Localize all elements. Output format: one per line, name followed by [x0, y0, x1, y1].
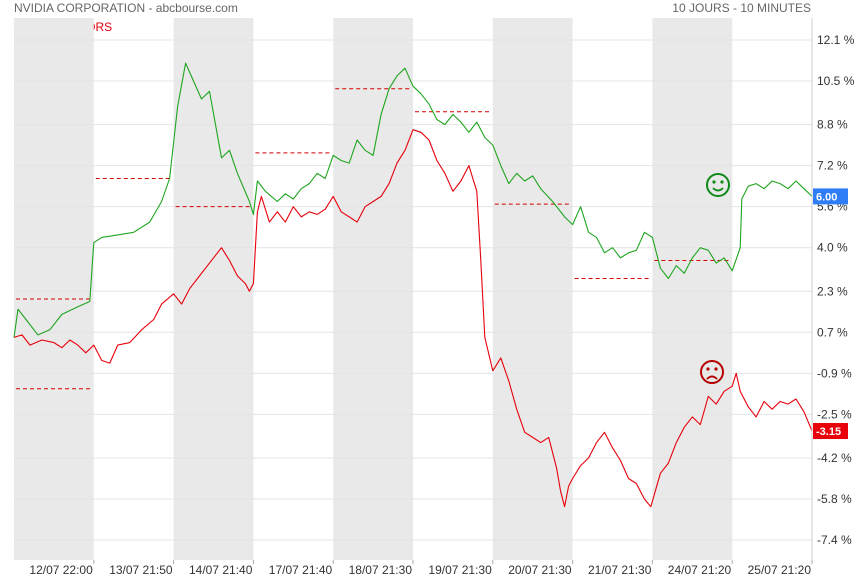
frown-icon	[700, 360, 724, 384]
x-tick-label: 19/07 21:30	[428, 563, 492, 577]
chart-title: NVIDIA CORPORATION - abcbourse.com	[14, 1, 238, 15]
axis-layer: 12.1 %10.5 %8.8 %7.2 %5.6 %4.0 %2.3 %0.7…	[29, 18, 855, 577]
x-tick-label: 20/07 21:30	[508, 563, 572, 577]
series-layer	[13, 62, 813, 508]
frown-icon-eye-right	[714, 367, 718, 371]
reference-lines-layer	[16, 88, 731, 390]
day-shading-layer	[14, 18, 733, 560]
day-shade-1	[173, 18, 254, 560]
y-tick-label: 0.7 %	[817, 325, 848, 339]
y-tick-label: -0.9 %	[817, 366, 852, 380]
frown-icon-eye-left	[706, 367, 710, 371]
grid-layer	[14, 39, 812, 541]
x-tick-label: 14/07 21:40	[189, 563, 253, 577]
smiley-icon-outline	[706, 173, 730, 197]
last-value-badge-0	[813, 188, 848, 205]
frown-icon-outline	[700, 360, 724, 384]
x-tick-label: 25/07 21:20	[748, 563, 812, 577]
day-shade-3	[492, 18, 573, 560]
last-value-text-0: 6.00	[816, 191, 837, 203]
y-tick-label: -2.5 %	[817, 407, 852, 421]
day-shade-4	[652, 18, 733, 560]
y-tick-label: 10.5 %	[817, 74, 855, 88]
y-tick-label: -5.8 %	[817, 492, 852, 506]
x-tick-label: 13/07 21:50	[109, 563, 173, 577]
y-tick-label: 7.2 %	[817, 159, 848, 173]
icon-layer	[700, 173, 730, 384]
frown-icon-mouth	[706, 375, 718, 380]
last-value-text-1: -3.15	[816, 426, 841, 438]
y-tick-label: -4.2 %	[817, 451, 852, 465]
smiley-icon-mouth	[712, 187, 724, 192]
x-tick-label: 21/07 21:30	[588, 563, 652, 577]
x-tick-label: 18/07 21:30	[349, 563, 413, 577]
x-tick-label: 12/07 22:00	[29, 563, 93, 577]
day-shade-2	[333, 18, 413, 560]
y-tick-label: 12.1 %	[817, 33, 855, 47]
y-tick-label: 4.0 %	[817, 241, 848, 255]
y-tick-label: 8.8 %	[817, 118, 848, 132]
day-shade-0	[14, 18, 94, 560]
smiley-icon	[706, 173, 730, 197]
series-line-1	[13, 129, 813, 508]
smiley-icon-eye-left	[712, 180, 716, 184]
x-tick-label: 17/07 21:40	[269, 563, 333, 577]
last-value-badge-1	[813, 423, 848, 440]
series-line-0	[13, 62, 813, 338]
y-tick-label: 2.3 %	[817, 284, 848, 298]
smiley-icon-eye-right	[720, 180, 724, 184]
x-tick-label: 24/07 21:20	[668, 563, 732, 577]
y-tick-label: -7.4 %	[817, 533, 852, 547]
period-label[interactable]: 10 JOURS - 10 MINUTES	[672, 1, 811, 15]
